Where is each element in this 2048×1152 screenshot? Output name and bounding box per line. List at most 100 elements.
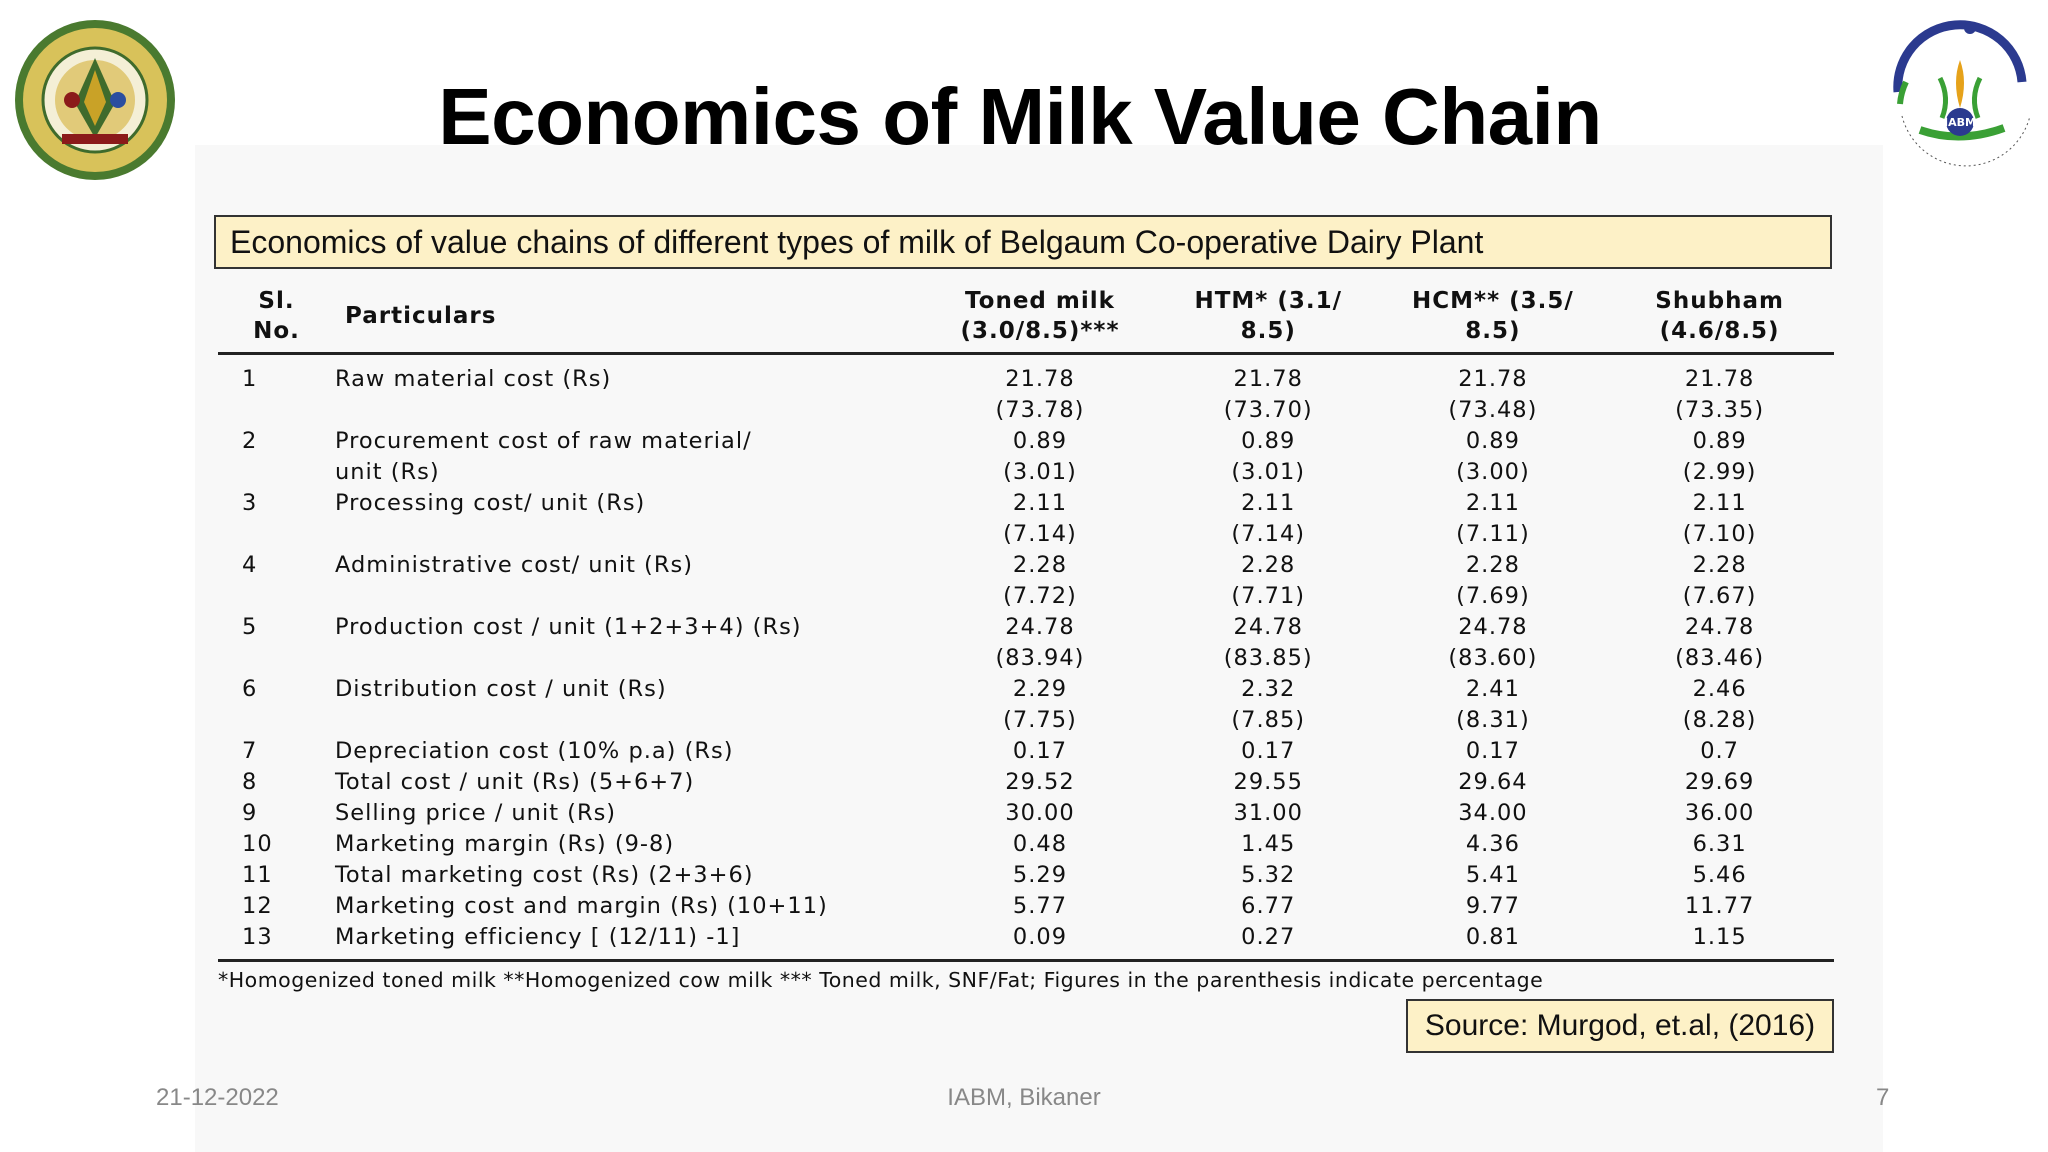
table-row: 4 Administrative cost/ unit (Rs) 2.28 2.… [218,550,1834,581]
row-value: 2.46 [1692,676,1747,702]
table-row: 5 Production cost / unit (1+2+3+4) (Rs) … [218,612,1834,643]
row-sl: 3 [242,490,258,516]
row-particular-cont [335,395,924,426]
row-value: 5.77 [1012,893,1068,919]
row-percent: (3.01) [1003,459,1077,485]
row-particular-cont [335,705,924,736]
row-percent: (7.85) [1231,707,1306,733]
table-row-percent: (73.78) (73.70) (73.48) (73.35) [218,395,1834,426]
row-value: 2.28 [1241,552,1296,578]
row-percent: (83.46) [1675,645,1765,671]
row-percent: (7.14) [1003,521,1077,547]
row-value: 6.31 [1692,831,1747,857]
table-row: 10 Marketing margin (Rs) (9-8) 0.48 1.45… [218,829,1834,860]
header-hcm: HCM** (3.5/8.5) [1380,282,1606,355]
row-percent: (7.72) [1003,583,1077,609]
row-value: 36.00 [1684,800,1755,826]
row-value: 1.15 [1605,922,1834,962]
row-particular: Marketing cost and margin (Rs) (10+11) [334,893,828,919]
row-value: 2.11 [1241,490,1296,516]
row-sl: 4 [242,552,258,578]
row-value: 2.28 [1465,552,1520,578]
row-value: 5.41 [1465,862,1520,888]
table-row: 11 Total marketing cost (Rs) (2+3+6) 5.2… [218,860,1834,891]
row-particular: Marketing margin (Rs) (9-8) [334,831,675,857]
row-value: 5.29 [1012,862,1068,888]
row-value: 21.78 [1684,366,1755,392]
row-value: 2.41 [1465,676,1520,702]
row-sl: 11 [242,862,273,888]
row-percent: (7.14) [1231,521,1306,547]
table-header-row: Sl. No. Particulars Toned milk (3.0/8.5)**… [218,282,1834,355]
row-percent: (7.10) [1682,521,1757,547]
header-htm: HTM* (3.1/8.5) [1155,282,1381,355]
row-percent: (73.35) [1675,397,1765,423]
row-value: 6.77 [1241,893,1296,919]
table-row-percent: (7.72) (7.71) (7.69) (7.67) [218,581,1834,612]
row-value: 29.55 [1233,769,1303,795]
row-percent: (7.71) [1231,583,1306,609]
row-value: 29.52 [1005,769,1075,795]
table-row: 13 Marketing efficiency [ (12/11) -1] 0.… [218,922,1834,962]
table-row-percent: (7.75) (7.85) (8.31) (8.28) [218,705,1834,736]
header-toned-milk: Toned milk (3.0/8.5)*** [924,282,1156,355]
row-value: 11.77 [1684,893,1755,919]
row-value: 0.89 [1465,428,1520,454]
row-particular-cont [335,581,924,612]
row-percent: (3.01) [1231,459,1306,485]
row-value: 1.45 [1241,831,1296,857]
row-value: 0.89 [1012,428,1068,454]
row-value: 24.78 [1233,614,1303,640]
row-particular: Depreciation cost (10% p.a) (Rs) [334,738,734,764]
row-value: 2.28 [1012,552,1068,578]
row-value: 0.81 [1380,922,1606,962]
row-value: 30.00 [1005,800,1075,826]
row-value: 5.46 [1692,862,1747,888]
row-value: 21.78 [1005,366,1075,392]
iabm-institute-logo-icon: IABM [1893,20,2031,167]
row-percent: (83.94) [995,645,1085,671]
table-row: 9 Selling price / unit (Rs) 30.00 31.00 … [218,798,1834,829]
row-particular: Production cost / unit (1+2+3+4) (Rs) [334,614,802,640]
row-value: 21.78 [1233,366,1303,392]
row-value: 34.00 [1458,800,1528,826]
table-row-percent: (83.94) (83.85) (83.60) (83.46) [218,643,1834,674]
row-sl: 5 [242,614,258,640]
row-value: 29.64 [1458,769,1528,795]
table-row: 6 Distribution cost / unit (Rs) 2.29 2.3… [218,674,1834,705]
row-sl: 8 [242,769,258,795]
table-row-percent: unit (Rs) (3.01) (3.01) (3.00) (2.99) [218,457,1834,488]
row-value: 31.00 [1233,800,1303,826]
row-percent: (7.67) [1682,583,1757,609]
row-value: 21.78 [1458,366,1528,392]
row-percent: (8.28) [1682,707,1757,733]
row-sl: 1 [242,366,258,392]
header-particulars: Particulars [334,282,925,355]
row-value: 0.17 [1465,738,1520,764]
row-value: 29.69 [1684,769,1755,795]
table-row: 7 Depreciation cost (10% p.a) (Rs) 0.17 … [218,736,1834,767]
footer-page-number: 7 [1876,1084,1890,1111]
row-percent: (73.70) [1223,397,1313,423]
footer-organization: IABM, Bikaner [947,1084,1101,1111]
row-percent: (73.48) [1448,397,1538,423]
row-value: 0.17 [1241,738,1296,764]
table-row: 2 Procurement cost of raw material/ 0.89… [218,426,1834,457]
row-value: 0.89 [1241,428,1296,454]
row-value: 0.48 [1012,831,1068,857]
row-value: 2.11 [1465,490,1520,516]
row-value: 4.36 [1465,831,1520,857]
row-sl: 9 [242,800,258,826]
table-caption: Economics of value chains of different t… [214,215,1832,269]
row-particular: Raw material cost (Rs) [334,366,612,392]
row-particular-cont: unit (Rs) [334,459,440,485]
table-footnote: *Homogenized toned milk **Homogenized co… [218,968,1544,992]
table-row-percent: (7.14) (7.14) (7.11) (7.10) [218,519,1834,550]
row-particular: Administrative cost/ unit (Rs) [334,552,693,578]
row-percent: (83.85) [1223,645,1313,671]
row-particular: Marketing efficiency [ (12/11) -1] [334,922,925,962]
row-value: 24.78 [1458,614,1528,640]
row-particular: Procurement cost of raw material/ [334,428,752,454]
row-value: 24.78 [1005,614,1075,640]
row-sl: 2 [242,428,258,454]
